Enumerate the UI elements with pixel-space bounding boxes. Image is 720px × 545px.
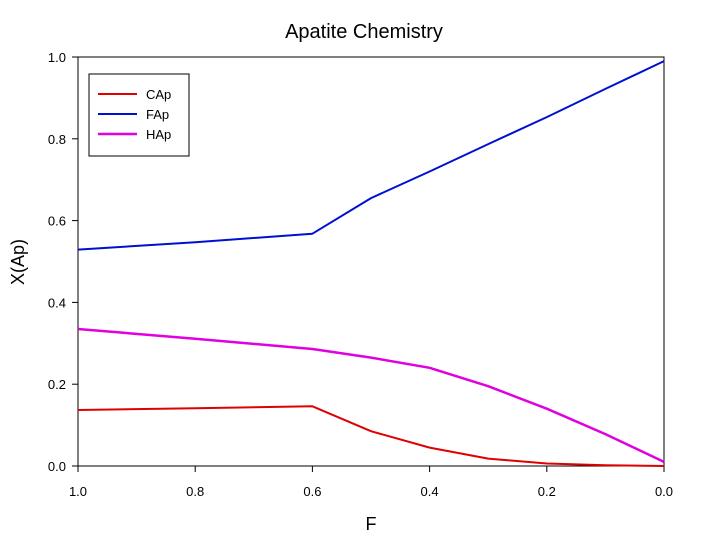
y-tick-label: 0.6 [48,214,66,229]
x-axis-label: F [366,514,377,534]
y-tick-label: 0.0 [48,459,66,474]
y-tick-label: 0.8 [48,132,66,147]
x-tick-label: 0.2 [538,484,556,499]
x-tick-label: 0.8 [186,484,204,499]
legend: CAp FAp HAp [88,73,190,157]
legend-label-cap: CAp [146,87,171,102]
y-tick-label: 0.2 [48,377,66,392]
chart-title: Apatite Chemistry [285,21,443,43]
x-tick-label: 0.4 [421,484,439,499]
y-tick-label: 1.0 [48,50,66,65]
x-tick-label: 0.0 [655,484,673,499]
axis-ticks: 1.0 0.8 0.6 0.4 0.2 0.0 0.0 0.2 0.4 0.6 0.8 1.0 [48,50,673,499]
series-line-fap [77,60,665,251]
series-layer [77,60,665,467]
legend-label-hap: HAp [146,127,171,142]
legend-label-fap: FAp [146,107,169,122]
x-tick-label: 1.0 [69,484,87,499]
plot-frame [77,56,665,467]
series-line-cap [77,405,665,467]
y-axis-label: X(Ap) [8,239,28,285]
y-tick-label: 0.4 [48,295,66,310]
series-line-hap [77,327,665,464]
x-tick-label: 0.6 [303,484,321,499]
